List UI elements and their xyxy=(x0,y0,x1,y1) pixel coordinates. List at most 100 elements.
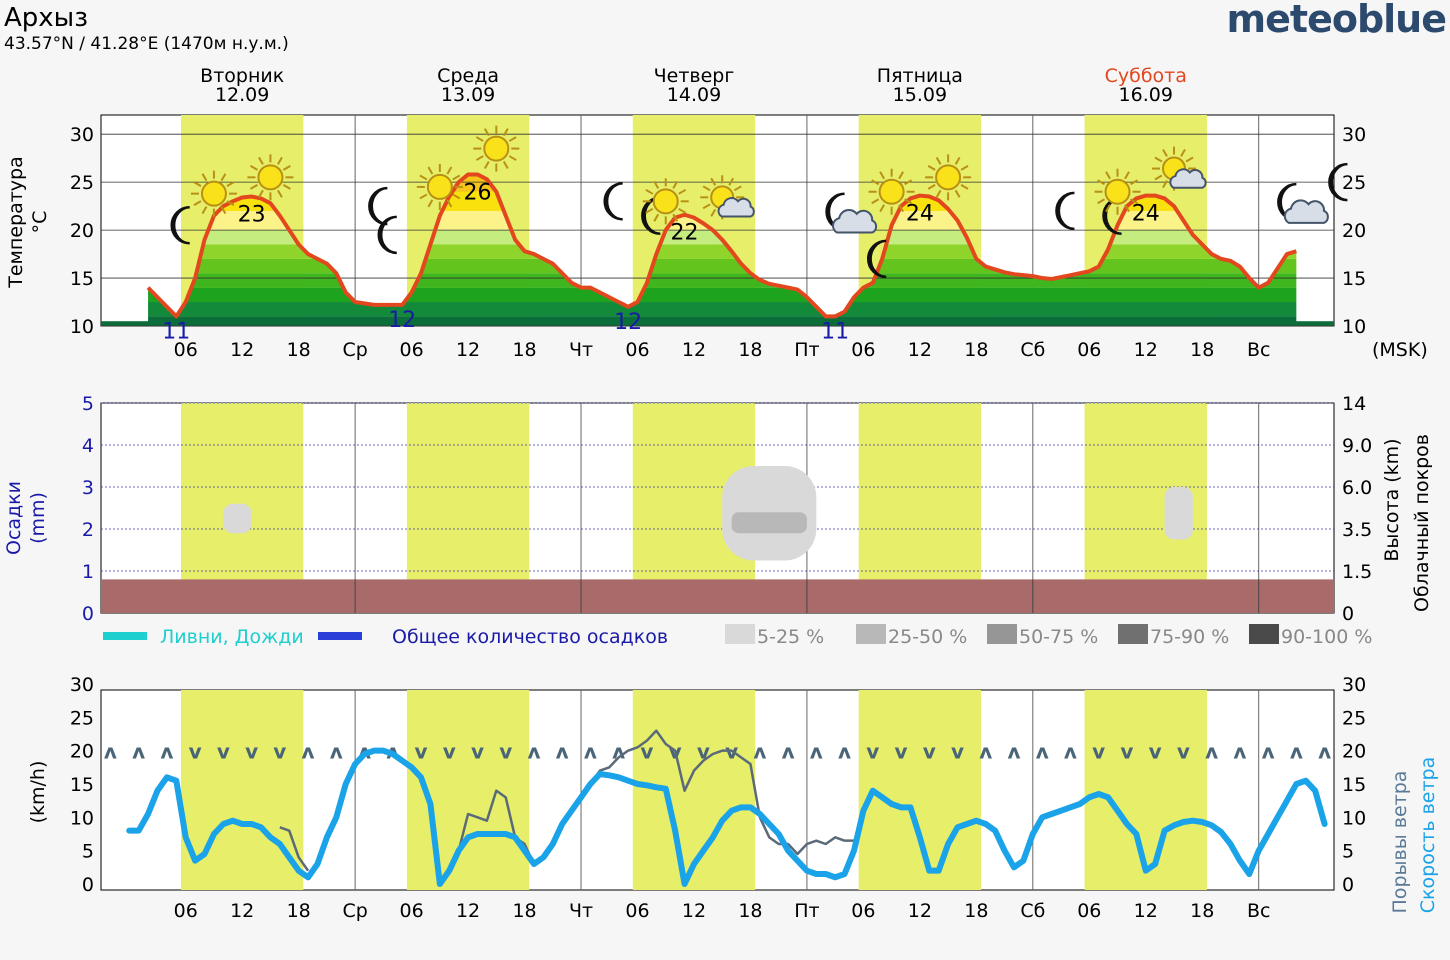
x-tick-label: 06 xyxy=(851,900,875,922)
x-tick-label: Сб xyxy=(1020,339,1045,361)
moon-icon xyxy=(368,186,388,226)
x-tick-label: 12 xyxy=(908,900,932,922)
x-tick-label: 18 xyxy=(512,900,536,922)
x-tick-label: 12 xyxy=(682,339,706,361)
sun-icon xyxy=(247,154,294,201)
precipitation-panel: 0 0 1 1.5 2 3.5 3 6.0 4 9.0 5 14 xyxy=(82,393,1372,625)
y2-tick-label: 6.0 xyxy=(1342,477,1372,499)
legend-swatch-rain xyxy=(103,632,147,640)
temp-min-label: 11 xyxy=(162,319,190,344)
wind-direction-arrow: ʌ xyxy=(1290,740,1303,764)
temp-band xyxy=(148,244,1297,259)
x-tick-label: 06 xyxy=(400,339,424,361)
wind-direction-arrow: ʌ xyxy=(584,740,597,764)
y-tick-label: 2 xyxy=(82,519,94,541)
y-tick-label: 10 xyxy=(70,316,94,338)
y2-tick-label: 1.5 xyxy=(1342,561,1372,583)
precip-baseline xyxy=(101,579,1334,613)
y-tick-label: 25 xyxy=(70,707,94,729)
wind-direction-arrow: ʌ xyxy=(1205,740,1218,764)
daylight-band xyxy=(632,690,756,890)
y2-tick-label: 3.5 xyxy=(1342,519,1372,541)
y-tick-label: 20 xyxy=(70,220,94,242)
x-tick-label: Ср xyxy=(342,900,367,922)
temp-min-label: 11 xyxy=(821,319,849,344)
cloud-cover-label: Облачный покров xyxy=(1411,434,1433,612)
wind-direction-arrow: ʌ xyxy=(302,740,315,764)
wind-direction-arrow: ʌ xyxy=(556,740,569,764)
x-tick-label: 12 xyxy=(456,900,480,922)
x-tick-label: Вс xyxy=(1247,339,1270,361)
x-tick-label: 06 xyxy=(625,339,649,361)
temp-min-label: 12 xyxy=(614,310,642,335)
cloud-icon xyxy=(717,197,755,218)
y2-tick-label: 30 xyxy=(1342,124,1366,146)
legend-cloud-label: 50-75 % xyxy=(1019,626,1098,648)
y-tick-label: 0 xyxy=(82,874,94,896)
y2-tick-label: 5 xyxy=(1342,841,1354,863)
temp-min-label: 12 xyxy=(388,308,416,333)
y-tick-label: 1 xyxy=(82,561,94,583)
legend-cloud-label: 90-100 % xyxy=(1281,626,1372,648)
timezone-label: (MSK) xyxy=(1372,339,1428,361)
wind-direction-arrow: ʌ xyxy=(1007,740,1020,764)
wind-direction-arrow: v xyxy=(923,740,936,764)
wind-axis-unit: (km/h) xyxy=(27,761,49,824)
sun-icon xyxy=(868,168,915,215)
cloud-icon xyxy=(1283,199,1329,224)
x-tick-label: Чт xyxy=(569,900,593,922)
location-title: Архыз xyxy=(4,3,88,33)
wind-direction-arrow: v xyxy=(414,740,427,764)
temp-max-label: 23 xyxy=(238,203,266,228)
wind-direction-arrow: v xyxy=(1120,740,1133,764)
wind-direction-arrow: ʌ xyxy=(1064,740,1077,764)
x-tick-label: 06 xyxy=(174,339,198,361)
cloud-patch xyxy=(731,512,807,534)
legend-cloud-label: 5-25 % xyxy=(757,626,824,648)
x-tick-label: 12 xyxy=(230,339,254,361)
temp-band xyxy=(148,287,1297,303)
day-name: Среда xyxy=(437,65,499,87)
y2-tick-label: 9.0 xyxy=(1342,435,1372,457)
wind-direction-arrow: v xyxy=(1149,740,1162,764)
wind-direction-arrow: ʌ xyxy=(1233,740,1246,764)
x-tick-label: 18 xyxy=(738,339,762,361)
y-tick-label: 3 xyxy=(82,477,94,499)
temp-base-band xyxy=(101,321,1334,326)
temp-max-label: 26 xyxy=(463,180,491,205)
y2-tick-label: 0 xyxy=(1342,603,1354,625)
legend-total-label: Общее количество осадков xyxy=(392,626,668,648)
legend-swatch-total xyxy=(318,632,362,640)
temp-band xyxy=(148,302,1297,317)
wind-direction-arrow: v xyxy=(499,740,512,764)
wind-direction-arrow: ʌ xyxy=(1262,740,1275,764)
wind-direction-arrow: ʌ xyxy=(104,740,117,764)
temp-band xyxy=(148,273,1297,288)
wind-direction-arrow: ʌ xyxy=(527,740,540,764)
wind-direction-arrow: v xyxy=(1092,740,1105,764)
x-tick-label: 06 xyxy=(400,900,424,922)
daylight-band xyxy=(858,403,982,613)
y-tick-label: 4 xyxy=(82,435,94,457)
day-date: 15.09 xyxy=(893,84,947,106)
x-tick-label: Чт xyxy=(569,339,593,361)
wind-direction-arrow: ʌ xyxy=(979,740,992,764)
precip-axis-label: Осадки xyxy=(3,481,25,555)
wind-direction-arrow: v xyxy=(866,740,879,764)
x-tick-label: Вс xyxy=(1247,900,1270,922)
x-tick-label: Сб xyxy=(1020,900,1045,922)
x-tick-label: 12 xyxy=(230,900,254,922)
y2-tick-label: 0 xyxy=(1342,874,1354,896)
cloud-icon xyxy=(831,209,878,234)
wind-direction-arrow: ʌ xyxy=(810,740,823,764)
sun-icon xyxy=(925,154,972,201)
daylight-band xyxy=(406,403,530,613)
day-date: 12.09 xyxy=(215,84,269,106)
sun-icon xyxy=(700,175,745,220)
daylight-band xyxy=(1084,690,1207,890)
y-tick-label: 15 xyxy=(70,268,94,290)
wind-direction-arrow: ʌ xyxy=(838,740,851,764)
x-tick-label: 12 xyxy=(908,339,932,361)
